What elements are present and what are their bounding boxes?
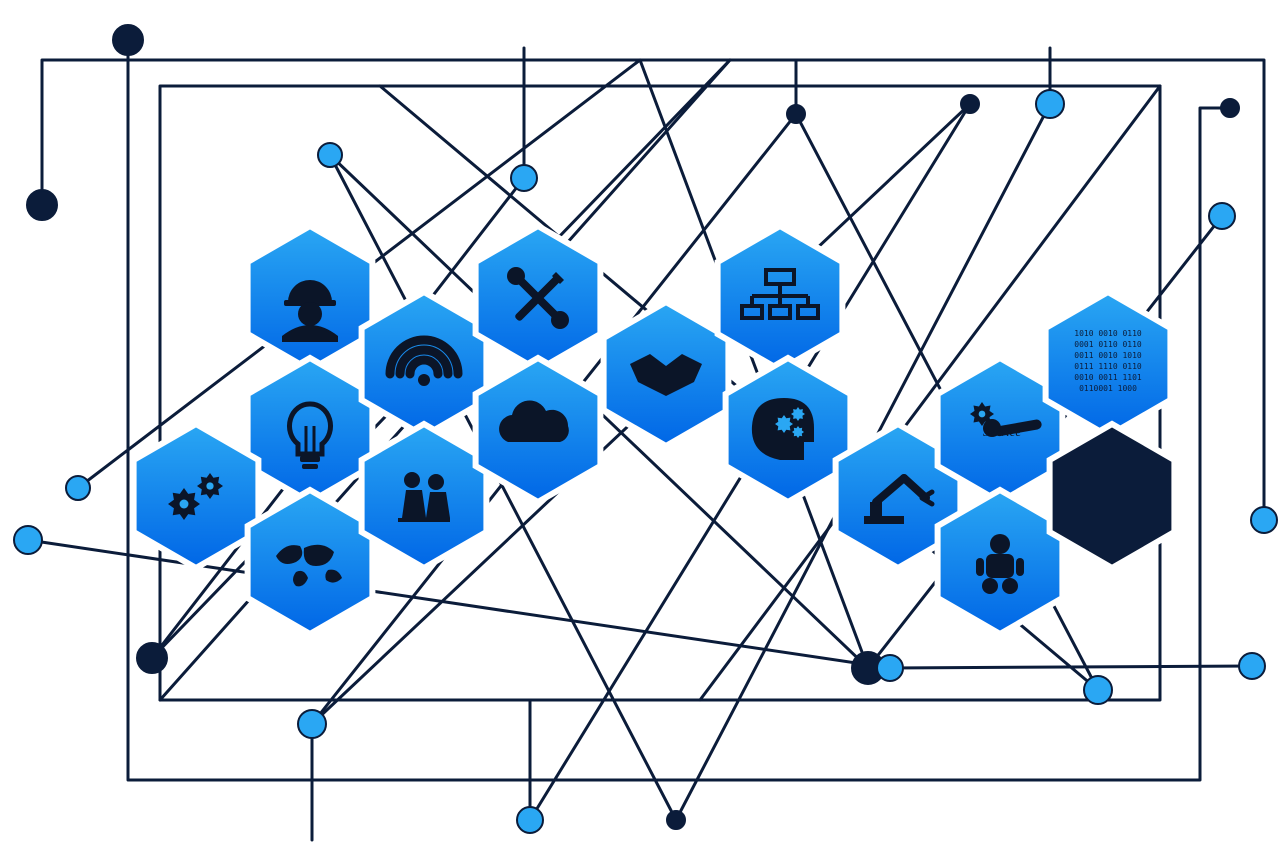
network-diagram: Service 1010 0010 0110 0001 0110 0110 0011 … bbox=[0, 0, 1280, 853]
hex-people bbox=[362, 424, 487, 568]
hex-layer: Service 1010 0010 0110 0001 0110 0110 0011 … bbox=[134, 226, 1175, 634]
node-n19 bbox=[1239, 653, 1265, 679]
node-n3 bbox=[66, 476, 90, 500]
node-n18 bbox=[1251, 507, 1277, 533]
hex-brain-gears bbox=[726, 358, 851, 502]
binary-line-1: 0001 0110 0110 bbox=[1074, 340, 1142, 349]
node-n20 bbox=[1221, 99, 1239, 117]
node-n8 bbox=[511, 165, 537, 191]
node-n11 bbox=[787, 105, 805, 123]
hex-wifi bbox=[362, 292, 487, 436]
node-n13 bbox=[877, 655, 903, 681]
node-n2 bbox=[27, 190, 57, 220]
node-n1 bbox=[113, 25, 143, 55]
binary-line-2: 0011 0010 1010 bbox=[1074, 351, 1142, 360]
binary-line-3: 0111 1110 0110 bbox=[1074, 362, 1142, 371]
node-n17 bbox=[1209, 203, 1235, 229]
hex-org-chart bbox=[718, 226, 843, 370]
node-n14 bbox=[961, 95, 979, 113]
node-n15 bbox=[1036, 90, 1064, 118]
node-n6 bbox=[298, 710, 326, 738]
binary-line-0: 1010 0010 0110 bbox=[1074, 329, 1142, 338]
node-n16 bbox=[1084, 676, 1112, 704]
hex-handshake bbox=[604, 302, 729, 446]
hex-cloud bbox=[476, 358, 601, 502]
binary-line-5: 0110001 1000 bbox=[1079, 384, 1137, 393]
hex-spare-dark bbox=[1050, 424, 1175, 568]
node-n5 bbox=[137, 643, 167, 673]
binary-line-4: 0010 0011 1101 bbox=[1074, 373, 1142, 382]
hex-tools bbox=[476, 226, 601, 370]
node-n10 bbox=[667, 811, 685, 829]
node-n9 bbox=[517, 807, 543, 833]
node-n7 bbox=[318, 143, 342, 167]
hex-worker bbox=[248, 226, 373, 370]
node-n4 bbox=[14, 526, 42, 554]
service-label: Service bbox=[983, 424, 1021, 439]
